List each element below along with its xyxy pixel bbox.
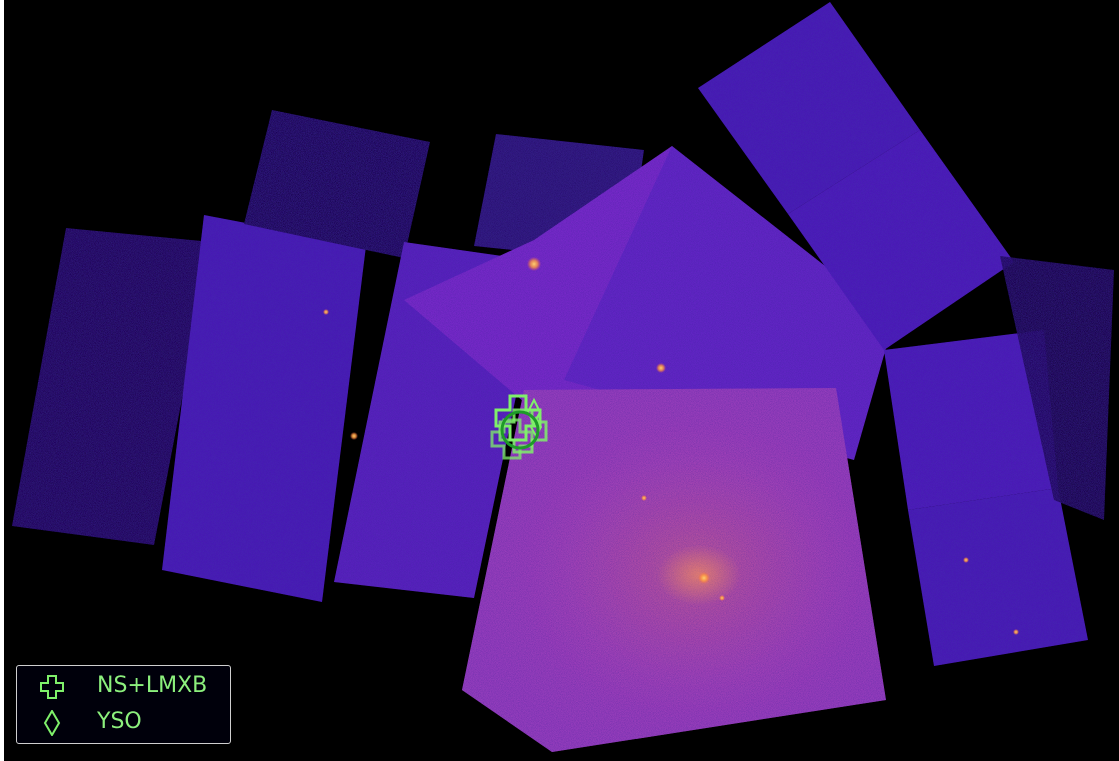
legend-label: NS+LMXB (97, 673, 208, 698)
xray-source (527, 257, 541, 271)
legend-item-ns-lmxb: NS+LMXB (17, 670, 230, 702)
xray-source (350, 432, 358, 440)
yso-marker (526, 397, 542, 427)
exposure-panel (162, 215, 366, 602)
ns-lmxb-marker (490, 418, 534, 460)
diamond-icon (43, 710, 61, 736)
exposure-panel (1000, 256, 1114, 520)
cross-icon (40, 675, 64, 699)
exposure-panel (244, 110, 430, 258)
xray-source (963, 557, 969, 563)
xray-source (719, 595, 725, 601)
exposure-panel (12, 228, 212, 545)
exposure-panel (884, 330, 1058, 510)
legend-label: YSO (97, 709, 142, 734)
legend-item-yso: YSO (17, 706, 230, 738)
exposure-panel (564, 146, 894, 460)
exposure-panel (908, 488, 1088, 666)
catalog-markers (490, 394, 548, 460)
exposure-panel (788, 130, 1014, 350)
xray-source (641, 495, 647, 501)
region-circle (500, 410, 540, 450)
exposure-panel (698, 2, 920, 214)
xray-source (656, 363, 666, 373)
xray-source (323, 309, 329, 315)
xray-source (698, 572, 710, 584)
xray-mosaic-image (4, 0, 1119, 761)
legend-box: NS+LMXB YSO (16, 665, 231, 744)
xray-source (1013, 629, 1019, 635)
